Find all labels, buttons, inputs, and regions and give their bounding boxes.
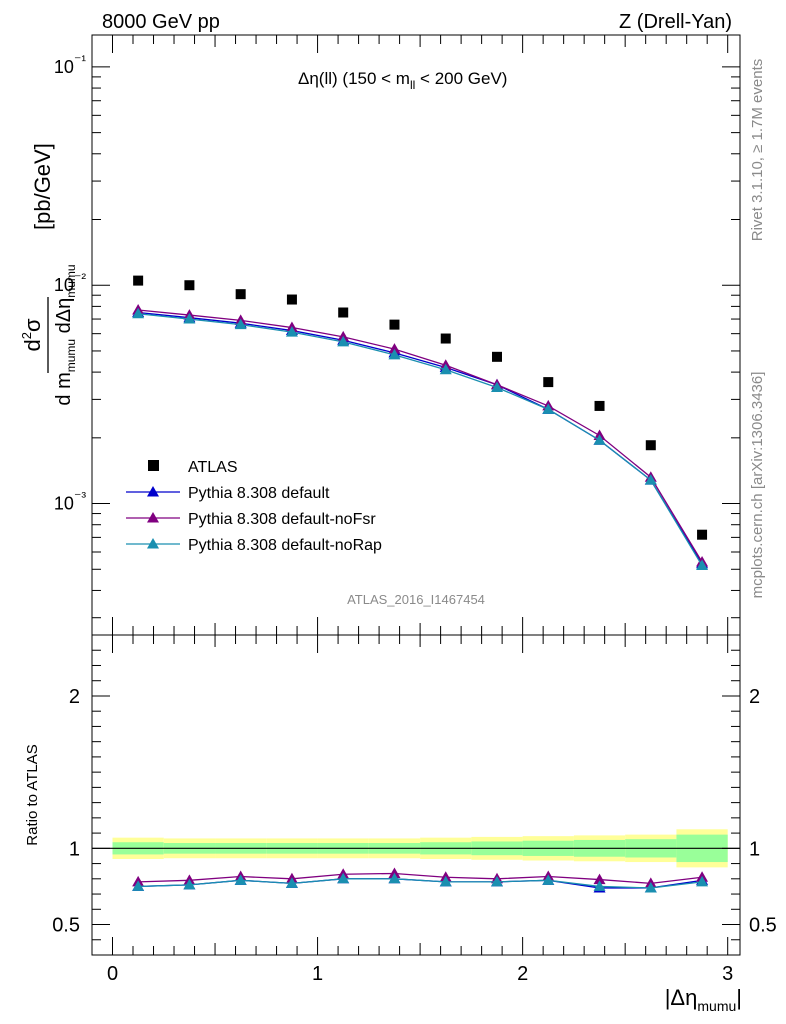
mc-point-3 [696, 559, 709, 571]
atlas-point [286, 294, 297, 305]
atlas-point [645, 440, 656, 451]
legend-marker-atlas [148, 460, 159, 471]
ratio-point-3 [132, 880, 145, 891]
x-tick-label: 2 [517, 963, 528, 985]
ratio-y-tick-label-right: 2 [749, 686, 760, 708]
ratio-y-tick-label-right: 0.5 [749, 915, 777, 937]
mcplots-label: mcplots.cern.ch [arXiv:1306.3436] [749, 372, 766, 599]
x-tick-label: 1 [312, 963, 323, 985]
mc-point-3 [234, 318, 247, 330]
atlas-point [697, 529, 708, 540]
ratio-line-3 [138, 878, 703, 889]
legend-marker [147, 486, 159, 497]
ratio-axis-ticks: 0.5 0.5 1 1 2 2 0 1 2 3 [52, 634, 777, 985]
mc-point-3 [593, 434, 606, 445]
analysis-id: ATLAS_2016_I1467454 [347, 592, 485, 607]
mc-point-3 [542, 403, 555, 414]
x-axis-label: |Δηmumu| [665, 985, 742, 1014]
rivet-label: Rivet 3.1.10, ≥ 1.7M events [749, 59, 766, 242]
ratio-frame [91, 634, 741, 956]
ratio-y-label: Ratio to ATLAS [24, 744, 41, 845]
atlas-point [594, 400, 605, 411]
mc-point-3 [491, 381, 503, 393]
x-tick-label: 3 [722, 963, 733, 985]
atlas-point [389, 319, 400, 330]
y-tick-label: 10⁻¹ [54, 52, 86, 77]
ratio-point-3 [439, 875, 452, 887]
header-left: 8000 GeV pp [102, 11, 220, 33]
mc-point-2 [388, 343, 401, 354]
atlas-point [235, 289, 246, 300]
mc-point-3 [132, 307, 145, 319]
series-line-3 [138, 313, 703, 566]
ratio-point-3 [644, 881, 657, 893]
legend-label: Pythia 8.308 default-noRap [188, 537, 382, 554]
legend-label: Pythia 8.308 default-noFsr [188, 511, 376, 528]
main-data-marks [132, 275, 709, 571]
atlas-point [184, 280, 195, 291]
main-y-label: d2σ d mmumu dΔηmumu [pb/GeV] [19, 143, 78, 405]
atlas-point [492, 351, 502, 362]
x-tick-label: 0 [107, 963, 118, 985]
ratio-line-2 [138, 872, 703, 885]
ratio-point-3 [234, 874, 247, 885]
ratio-y-tick-label: 0.5 [52, 915, 80, 937]
mc-point-3 [285, 326, 298, 337]
atlas-point [543, 377, 554, 388]
header-right: Z (Drell-Yan) [619, 11, 732, 33]
ratio-point-3 [337, 872, 350, 884]
mc-point-3 [644, 474, 657, 485]
ratio-point-3 [542, 874, 555, 885]
mc-point-3 [183, 313, 196, 324]
y-tick-label: 10⁻² [54, 270, 86, 295]
ratio-point-3 [388, 872, 401, 884]
ratio-y-tick-label-right: 1 [749, 838, 760, 860]
atlas-point [133, 275, 144, 286]
ratio-y-tick-label: 2 [69, 686, 80, 708]
svg-text:d2σ: d2σ [19, 318, 45, 351]
atlas-point [338, 307, 349, 318]
ratio-point-2 [593, 873, 606, 885]
series-line-2 [138, 309, 703, 563]
ratio-y-tick-label: 1 [69, 838, 80, 860]
legend-label: ATLAS [188, 459, 238, 476]
legend: ATLAS Pythia 8.308 default Pythia 8.308 de… [126, 459, 382, 554]
y-tick-label: 10⁻³ [54, 489, 86, 514]
ratio-point-3 [593, 880, 606, 891]
mc-point-3 [337, 335, 350, 347]
atlas-point [440, 333, 451, 344]
ratio-point-3 [696, 875, 709, 887]
ratio-point-3 [183, 878, 196, 890]
ratio-point-3 [491, 875, 503, 887]
mc-point-3 [439, 363, 452, 375]
main-axis-ticks: 10⁻³ 10⁻² 10⁻¹ [54, 35, 740, 635]
ratio-panel: 0.5 0.5 1 1 2 2 0 1 2 3 Ratio to ATLAS [24, 634, 777, 985]
ratio-point-2 [388, 867, 401, 878]
legend-marker [147, 512, 159, 523]
mc-point-3 [388, 348, 401, 360]
plot-annotation: Δη(ll) (150 < mll < 200 GeV) [298, 69, 507, 92]
legend-label: Pythia 8.308 default [188, 485, 330, 502]
main-panel: 10⁻³ 10⁻² 10⁻¹ Δη(ll) (150 < mll < 200 GeV… [19, 34, 741, 636]
legend-marker [147, 538, 159, 549]
svg-text:[pb/GeV]: [pb/GeV] [30, 143, 55, 230]
ratio-uncertainty-bands [92, 829, 740, 868]
ratio-data-marks [132, 867, 709, 893]
ratio-point-3 [285, 877, 298, 888]
